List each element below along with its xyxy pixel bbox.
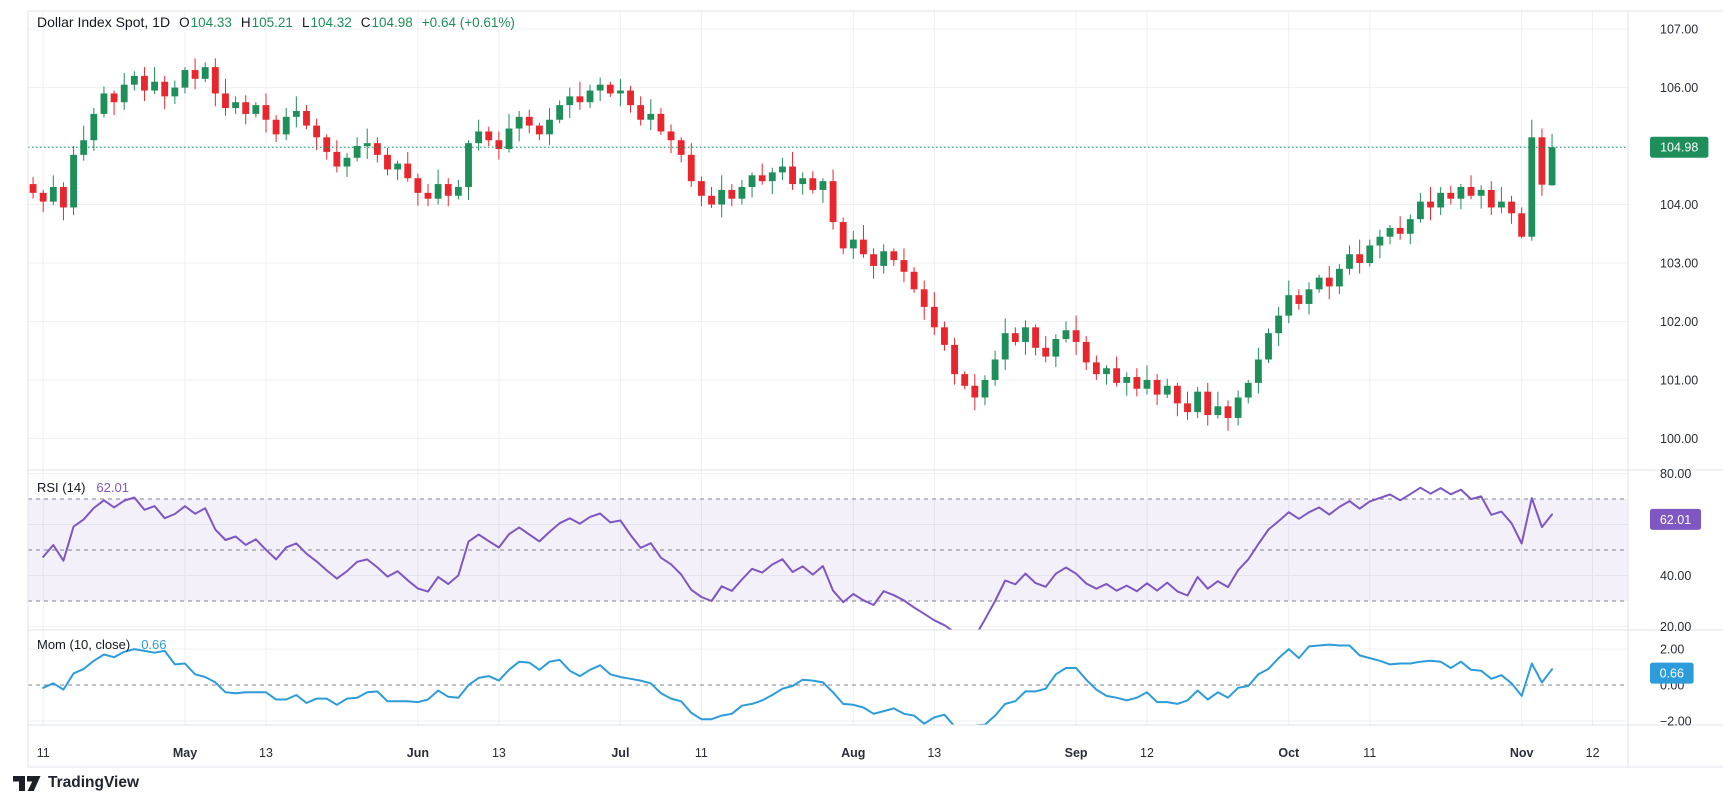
mom-indicator-label[interactable]: Mom (10, close) (37, 637, 131, 652)
svg-text:20.00: 20.00 (1660, 620, 1691, 634)
svg-text:11: 11 (695, 746, 708, 760)
ohlc-high: H 105.21 (240, 15, 293, 30)
price-axis[interactable]: 107.00 106.00 104.00 103.00 102.00 101.00 100.… (1660, 23, 1698, 729)
tradingview-label: TradingView (48, 774, 140, 791)
svg-text:Jun: Jun (407, 746, 429, 760)
mom-value: 0.66 (141, 637, 167, 652)
ohlc-low: L 104.32 (301, 15, 352, 30)
svg-text:100.00: 100.00 (1660, 432, 1698, 446)
svg-text:−2.00: −2.00 (1660, 715, 1692, 729)
svg-text:11: 11 (1363, 746, 1376, 760)
change-value: +0.64 (+0.61%) (421, 15, 515, 30)
svg-text:80.00: 80.00 (1660, 467, 1691, 481)
svg-text:13: 13 (927, 746, 941, 760)
svg-text:Oct: Oct (1278, 746, 1300, 760)
open-value: 104.33 (190, 15, 232, 30)
grid-lines (28, 11, 1628, 725)
tradingview-logo-icon (13, 775, 41, 791)
svg-text:40.00: 40.00 (1660, 569, 1691, 583)
chart-frame (27, 10, 1723, 768)
rsi-legend[interactable]: RSI (14) 62.01 (37, 479, 129, 496)
ohlc-close: C 104.98 (360, 15, 413, 30)
svg-text:12: 12 (1586, 746, 1600, 760)
svg-text:0.66: 0.66 (1660, 667, 1684, 681)
svg-text:2.00: 2.00 (1660, 643, 1684, 657)
svg-text:102.00: 102.00 (1660, 315, 1698, 329)
svg-text:May: May (173, 746, 197, 760)
mom-legend[interactable]: Mom (10, close) 0.66 (37, 636, 167, 653)
svg-text:11: 11 (37, 746, 50, 760)
svg-text:104.98: 104.98 (1660, 141, 1698, 155)
svg-text:12: 12 (1140, 746, 1154, 760)
svg-text:106.00: 106.00 (1660, 81, 1698, 95)
svg-text:13: 13 (492, 746, 506, 760)
svg-text:Aug: Aug (841, 746, 865, 760)
svg-text:Nov: Nov (1510, 746, 1534, 760)
time-axis[interactable]: 11 May 13 Jun 13 Jul 11 Aug 13 Sep 12 Oct 11 Nov 12 (37, 746, 1600, 760)
tradingview-attribution[interactable]: TradingView (13, 774, 139, 792)
svg-text:104.00: 104.00 (1660, 198, 1698, 212)
svg-text:Jul: Jul (611, 746, 629, 760)
mom-value-badge: 0.66 (1650, 662, 1694, 684)
candlestick-series[interactable] (29, 58, 1556, 431)
svg-text:Sep: Sep (1065, 746, 1088, 760)
close-value: 104.98 (371, 15, 413, 30)
svg-text:13: 13 (259, 746, 273, 760)
rsi-line (42, 486, 1554, 630)
rsi-indicator-label[interactable]: RSI (14) (37, 480, 86, 495)
svg-text:62.01: 62.01 (1660, 513, 1691, 527)
rsi-value-badge: 62.01 (1650, 508, 1701, 530)
svg-text:107.00: 107.00 (1660, 23, 1698, 37)
last-price-badge: 104.98 (1650, 136, 1709, 158)
symbol-title[interactable]: Dollar Index Spot, 1D (37, 14, 171, 30)
svg-text:103.00: 103.00 (1660, 257, 1698, 271)
low-value: 104.32 (310, 15, 352, 30)
high-value: 105.21 (251, 15, 293, 30)
svg-text:101.00: 101.00 (1660, 373, 1698, 387)
rsi-value: 62.01 (96, 480, 129, 495)
ohlc-open: O 104.33 (179, 15, 232, 30)
momentum-line (42, 643, 1554, 725)
